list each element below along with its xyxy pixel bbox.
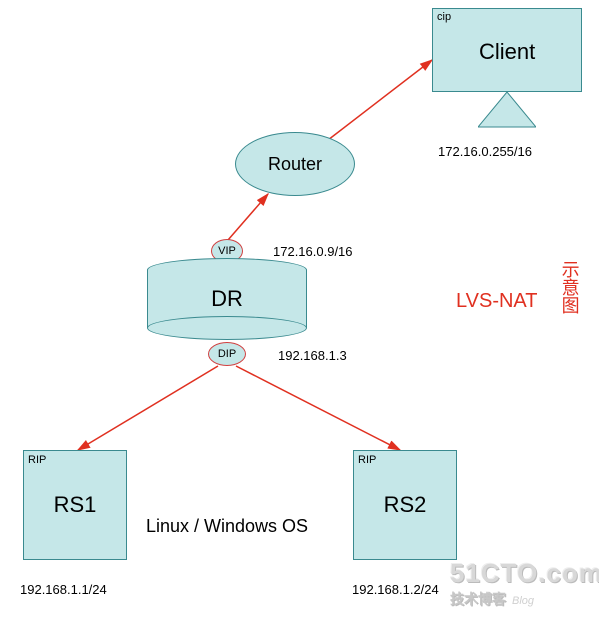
vip-label: VIP [218, 245, 236, 257]
rs1-corner: RIP [28, 454, 46, 466]
client-label: Client [479, 39, 535, 65]
dip-node: DIP [208, 342, 246, 366]
rs2-label: RS2 [384, 492, 427, 518]
rs2-corner: RIP [358, 454, 376, 466]
dr-cyl-bot [147, 316, 307, 340]
dip-ip: 192.168.1.3 [278, 348, 347, 363]
rs1-label: RS1 [54, 492, 97, 518]
title-red-side: 示意图 [558, 260, 580, 314]
router-label: Router [268, 154, 322, 175]
os-label: Linux / Windows OS [146, 516, 308, 537]
rs2-ip: 192.168.1.2/24 [352, 582, 439, 597]
client-stand [478, 92, 536, 128]
arrow-dr-rs1 [78, 366, 218, 450]
rs1-ip: 192.168.1.1/24 [20, 582, 107, 597]
vip-ip: 172.16.0.9/16 [273, 244, 353, 259]
rs2-node: RIP RS2 [353, 450, 457, 560]
rs1-node: RIP RS1 [23, 450, 127, 560]
title-red: LVS-NAT [456, 290, 538, 313]
dip-label: DIP [218, 348, 236, 360]
client-ip: 172.16.0.255/16 [438, 144, 532, 159]
client-corner: cip [437, 11, 451, 23]
client-node: cip Client [432, 8, 582, 92]
arrow-dr-rs2 [236, 366, 400, 450]
watermark: 51CTO.com 技术博客 Blog [450, 558, 599, 609]
dr-label: DR [211, 286, 243, 312]
watermark-sub: 技术博客 [450, 589, 506, 609]
watermark-blog: Blog [512, 595, 534, 607]
router-node: Router [235, 132, 355, 196]
watermark-main: 51CTO.com [450, 558, 599, 589]
arrow-dr-router [228, 194, 268, 240]
arrow-router-client [328, 60, 432, 140]
